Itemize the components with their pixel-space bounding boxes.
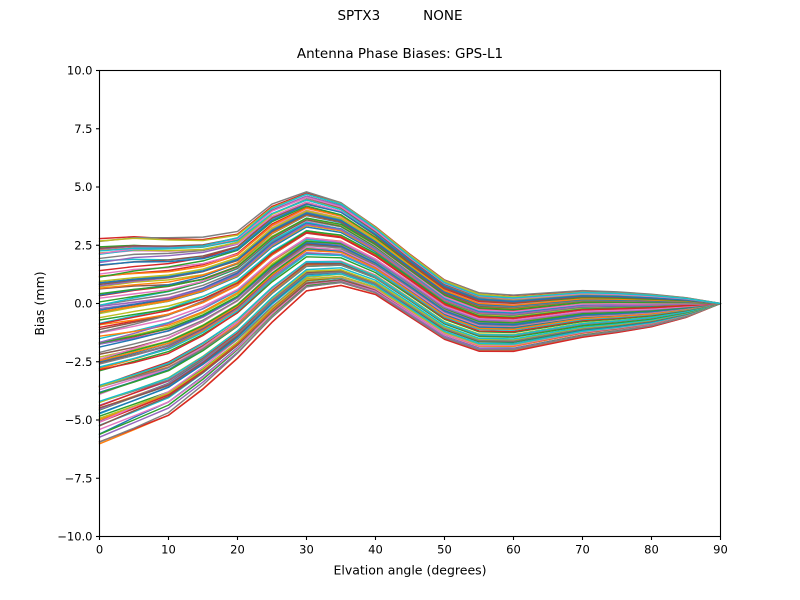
tick-labels-group: 0 10 20 30 40 50 60 70 80 90 −10.0 −7.5 −5.0 −2.5 0.0 2… bbox=[57, 64, 728, 557]
x-tick-label: 80 bbox=[644, 543, 659, 557]
y-tick-label: −10.0 bbox=[57, 530, 92, 544]
data-line bbox=[98, 212, 722, 307]
data-line bbox=[98, 203, 722, 305]
x-tick-label: 0 bbox=[96, 543, 103, 557]
y-tick-label: 5.0 bbox=[74, 180, 92, 194]
data-line bbox=[98, 256, 722, 372]
data-line bbox=[98, 237, 722, 334]
y-tick-label: 2.5 bbox=[74, 238, 92, 252]
data-line bbox=[98, 207, 722, 307]
data-line bbox=[98, 223, 722, 315]
x-tick-label: 20 bbox=[230, 543, 245, 557]
data-line bbox=[98, 249, 722, 362]
data-line bbox=[98, 267, 722, 403]
data-line bbox=[98, 246, 722, 360]
data-line bbox=[98, 237, 722, 344]
x-tick-label: 30 bbox=[299, 543, 314, 557]
x-tick-label: 40 bbox=[368, 543, 383, 557]
data-line bbox=[98, 217, 722, 313]
x-axis-label: Elvation angle (degrees) bbox=[333, 563, 486, 578]
data-line bbox=[98, 242, 722, 348]
y-axis-label: Bias (mm) bbox=[32, 271, 47, 335]
x-tick-label: 50 bbox=[437, 543, 452, 557]
data-line bbox=[98, 231, 722, 325]
data-line bbox=[98, 253, 722, 368]
data-line bbox=[98, 193, 722, 305]
x-tick-label: 70 bbox=[575, 543, 590, 557]
figure-suptitle: SPTX3 NONE bbox=[337, 8, 463, 24]
x-tick-label: 60 bbox=[506, 543, 521, 557]
x-tick-label: 90 bbox=[713, 543, 728, 557]
data-line bbox=[98, 281, 722, 443]
data-line bbox=[98, 284, 722, 443]
data-lines-group bbox=[98, 191, 722, 445]
y-tick-label: 0.0 bbox=[74, 297, 92, 311]
axes-title: Antenna Phase Biases: GPS-L1 bbox=[296, 46, 504, 62]
axes-group bbox=[96, 69, 722, 540]
x-tick-label: 10 bbox=[161, 543, 176, 557]
y-tick-label: 10.0 bbox=[67, 64, 93, 78]
y-tick-label: −7.5 bbox=[65, 471, 93, 485]
y-tick-label: 7.5 bbox=[74, 122, 92, 136]
data-line bbox=[98, 260, 722, 387]
data-line bbox=[98, 217, 722, 311]
y-tick-label: −5.0 bbox=[65, 413, 93, 427]
y-tick-label: −2.5 bbox=[65, 355, 93, 369]
